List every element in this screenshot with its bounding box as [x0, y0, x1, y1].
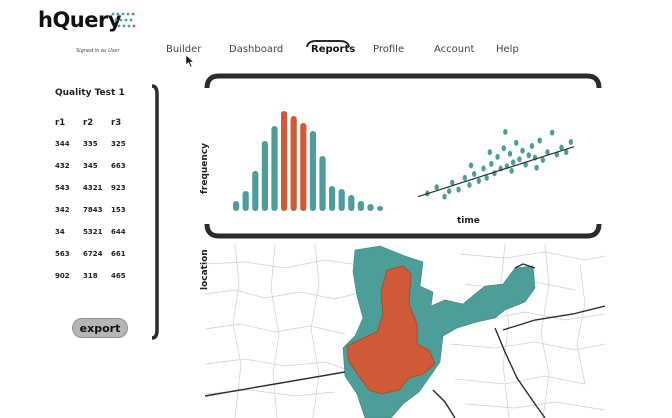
histogram-bar [281, 111, 288, 211]
scatter-x-axis-label: time [457, 216, 480, 226]
scatter-point [529, 142, 535, 149]
nav-help[interactable]: Help [496, 44, 519, 55]
scatter-point [503, 128, 508, 135]
scatter-point [537, 137, 542, 144]
table-cell: 34 [55, 228, 65, 236]
table-cell: 345 [83, 162, 98, 170]
table-cell: 644 [111, 228, 126, 236]
scatter-point [568, 139, 574, 146]
export-button[interactable]: export [72, 318, 128, 338]
table-cell: 4321 [83, 184, 103, 192]
table-cell: 344 [55, 140, 70, 148]
nav-builder[interactable]: Builder [166, 44, 202, 55]
app-logo-text: hQuery [38, 8, 122, 32]
nav-profile[interactable]: Profile [373, 44, 405, 55]
table-cell: 543 [55, 184, 70, 192]
nav-dashboard[interactable]: Dashboard [229, 44, 284, 55]
scatter-point [487, 149, 492, 156]
scatter-point [549, 129, 555, 136]
nav-account[interactable]: Account [434, 44, 475, 55]
scatter-point [481, 165, 486, 172]
histogram-bar [261, 141, 268, 211]
histogram-bar [309, 131, 316, 211]
table-cell: 432 [55, 162, 70, 170]
table-cell: 923 [111, 184, 126, 192]
table-cell: 563 [55, 250, 70, 258]
column-header-r1: r1 [55, 118, 66, 128]
table-cell: 661 [111, 250, 126, 258]
histogram-chart [233, 111, 384, 211]
map-state-borders [205, 263, 605, 418]
histogram-bar [357, 201, 364, 211]
histogram-bar [329, 186, 336, 211]
choropleth-map [205, 244, 605, 418]
histogram-bar [233, 201, 240, 211]
scatter-point [520, 147, 525, 154]
scatter-point [484, 174, 489, 181]
scatter-chart [417, 128, 575, 200]
column-header-r3: r3 [111, 118, 122, 128]
scatter-point [462, 174, 467, 181]
scatter-point [514, 139, 519, 146]
scatter-point [559, 144, 564, 151]
scatter-point [509, 167, 514, 174]
scatter-point [534, 164, 539, 171]
reports-tab-arc [306, 40, 350, 48]
histogram-bar [300, 123, 307, 211]
table-cell: 153 [111, 206, 126, 214]
scatter-point [468, 162, 474, 169]
table-cell: 6724 [83, 250, 103, 258]
scatter-point [447, 188, 452, 195]
histogram-bar [338, 189, 345, 211]
scatter-point [434, 184, 439, 191]
scatter-point [517, 156, 522, 163]
histogram-bar [377, 206, 384, 211]
mouse-cursor-icon [185, 54, 195, 68]
nav-reports[interactable]: Reports [311, 44, 356, 55]
table-cell: 663 [111, 162, 126, 170]
scatter-point [476, 178, 482, 185]
histogram-bar [252, 171, 259, 211]
histogram-bar [242, 191, 249, 211]
scatter-point [467, 181, 472, 188]
table-cell: 902 [55, 272, 70, 280]
histogram-bar [319, 156, 326, 211]
signed-in-status: Signed in as User [76, 48, 120, 54]
scatter-point [510, 159, 516, 166]
scatter-point [450, 179, 455, 186]
map-region-red [346, 265, 436, 395]
table-cell: 318 [83, 272, 98, 280]
scatter-point [540, 156, 545, 163]
scatter-point [501, 145, 506, 152]
histogram-bar [348, 195, 355, 211]
table-cell: 7843 [83, 206, 103, 214]
scatter-point [564, 149, 569, 156]
scatter-point [456, 186, 461, 193]
histogram-y-axis-label: frequency [200, 142, 210, 194]
scatter-point [442, 193, 447, 200]
sidebar-divider [151, 84, 159, 340]
histogram-bar [290, 116, 297, 211]
table-cell: 5321 [83, 228, 103, 236]
scatter-point [489, 160, 494, 167]
scatter-point [507, 150, 513, 157]
table-cell: 325 [111, 140, 126, 148]
scatter-trendline [417, 146, 575, 198]
map-county-boundaries [205, 244, 605, 418]
scatter-point [545, 149, 550, 156]
scatter-point [471, 171, 477, 178]
table-cell: 465 [111, 272, 126, 280]
column-header-r2: r2 [83, 118, 94, 128]
histogram-bar [367, 204, 374, 211]
scatter-point [495, 153, 500, 160]
histogram-bar [271, 126, 278, 211]
table-cell: 342 [55, 206, 70, 214]
table-cell: 335 [83, 140, 98, 148]
logo-dots-icon [111, 12, 136, 28]
report-title: Quality Test 1 [55, 88, 125, 98]
scatter-point [526, 152, 531, 159]
